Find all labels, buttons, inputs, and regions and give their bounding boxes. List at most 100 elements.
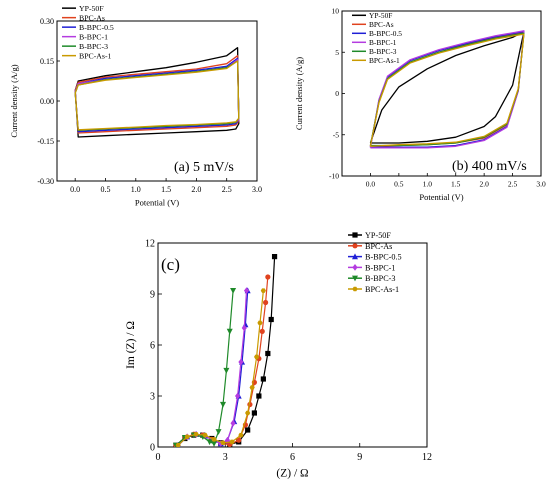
y-tick-label: 0.15 (40, 57, 54, 66)
x-tick-label: 0.0 (70, 185, 80, 194)
y-axis-label: Current density (A/g) (294, 57, 304, 130)
x-tick-label: 2.5 (508, 180, 518, 189)
legend-marker (352, 243, 358, 249)
legend-marker (352, 275, 358, 282)
y-tick-label: 9 (150, 290, 155, 301)
legend-label: B-BPC-3 (365, 274, 395, 283)
y-tick-label: -10 (329, 172, 339, 181)
legend-label: BPC-As (369, 20, 394, 29)
plot-area (74, 47, 240, 138)
legend-label: B-BPC-1 (79, 33, 108, 42)
y-tick-label: -0.30 (37, 177, 54, 186)
series-bpc-as-point (259, 328, 265, 334)
x-tick-label: 2.0 (191, 185, 201, 194)
series-bpc-as-1-point (249, 385, 255, 390)
x-tick-label: 1.0 (131, 185, 141, 194)
legend-label: B-BPC-1 (369, 38, 397, 47)
y-tick-label: -5 (333, 130, 339, 139)
series-bpc-as-1-point (175, 443, 181, 447)
legend-label: B-BPC-3 (79, 42, 108, 51)
panel-c-nyquist: 0 3 6 9 12 0 3 6 9 12 (Z) / Ω Im (Z) / Ω YP-50F BPC-A… (125, 231, 432, 480)
series-yp-50f-point (260, 376, 266, 382)
series-yp-50f-point (271, 254, 278, 260)
series-yp-50f-line (74, 47, 240, 138)
legend-label: B-BPC-0.5 (369, 29, 402, 38)
series-b-bpc-3-point (230, 288, 237, 294)
y-tick-label: 6 (150, 341, 155, 352)
y-tick-label: 0.00 (40, 97, 54, 106)
legend-label: BPC-As-1 (369, 56, 400, 65)
series-yp-50f-point (245, 427, 251, 433)
y-axis-label: Current density (A/g) (9, 64, 19, 137)
series-bpc-as-1-point (193, 431, 199, 437)
x-tick-label: 0.5 (100, 185, 110, 194)
legend-label: YP-50F (79, 4, 104, 13)
panel-label: (b) 400 mV/s (452, 159, 527, 174)
series-bpc-as-line (74, 55, 240, 134)
panel-label: (a) 5 mV/s (174, 160, 234, 175)
legend-label: BPC-As-1 (365, 285, 399, 294)
x-tick-label: 1.0 (423, 180, 433, 189)
y-tick-label: 0.30 (40, 17, 54, 26)
series-b-bpc-3-point (215, 429, 222, 435)
series-b-bpc-1-point (230, 419, 236, 427)
series-bpc-as-1-point (238, 432, 244, 438)
y-tick-label: 12 (145, 239, 155, 250)
series-bpc-as-1-point (257, 320, 263, 326)
series-yp-50f-point (256, 393, 262, 399)
series-b-bpc-1-point (241, 324, 247, 332)
series-bpc-as-1-point (220, 440, 226, 446)
x-axis-label: Potential (V) (135, 198, 179, 208)
legend-label: B-BPC-3 (369, 47, 397, 56)
x-tick-label: 3.0 (536, 180, 546, 189)
x-tick-label: 3.0 (252, 185, 262, 194)
series-bpc-as-line (175, 276, 269, 446)
series-yp-50f-point (268, 316, 274, 323)
legend-label: BPC-As (79, 14, 105, 23)
series-bpc-as-1-point (184, 434, 190, 440)
x-axis-label: (Z) / Ω (276, 468, 308, 480)
x-tick-label: 3 (223, 452, 228, 463)
series-bpc-as-1-line (369, 33, 525, 147)
legend-label: YP-50F (365, 231, 391, 240)
series-bpc-as-1-line (74, 60, 240, 131)
x-tick-label: 2.5 (222, 185, 232, 194)
x-tick-label: 2.0 (479, 180, 489, 189)
legend-marker (352, 264, 358, 271)
x-axis-label: Potential (V) (419, 192, 463, 202)
legend-label: BPC-As-1 (79, 52, 112, 61)
series-b-bpc-1-line (177, 290, 248, 446)
y-tick-label: 5 (335, 48, 339, 57)
series-bpc-as-1-point (260, 288, 266, 293)
series-bpc-as-1-point (229, 439, 235, 445)
series-bpc-as-point (265, 274, 271, 280)
x-tick-label: 1.5 (161, 185, 171, 194)
y-tick-label: 0 (335, 89, 339, 98)
series-b-bpc-3-point (211, 441, 218, 447)
legend-label: BPC-As (365, 242, 392, 251)
legend-label: B-BPC-1 (365, 263, 395, 272)
series-bpc-as-1-point (245, 410, 251, 416)
x-tick-label: 0.5 (394, 180, 404, 189)
plot-area (369, 30, 525, 149)
legend-label: YP-50F (369, 11, 392, 20)
x-tick-label: 0.0 (366, 180, 376, 189)
series-b-bpc-0-5-line (177, 290, 249, 446)
legend-label: B-BPC-0.5 (365, 253, 402, 262)
series-bpc-as-1-point (202, 432, 208, 438)
series-b-bpc-3-point (220, 401, 227, 408)
series-b-bpc-3-point (226, 328, 233, 335)
legend-marker (352, 286, 358, 292)
series-bpc-as-point (263, 299, 269, 306)
x-tick-label: 0 (156, 452, 161, 463)
series-b-bpc-1-line (369, 30, 525, 149)
series-yp-50f-point (251, 410, 257, 416)
series-bpc-as-1-point (254, 354, 260, 360)
panel-label: (c) (161, 255, 180, 274)
x-tick-label: 1.5 (451, 180, 461, 189)
x-tick-label: 9 (357, 452, 362, 463)
series-b-bpc-3-line (369, 32, 525, 147)
y-tick-label: -0.15 (37, 137, 54, 146)
series-b-bpc-1-point (234, 392, 241, 400)
x-tick-label: 12 (422, 452, 432, 463)
